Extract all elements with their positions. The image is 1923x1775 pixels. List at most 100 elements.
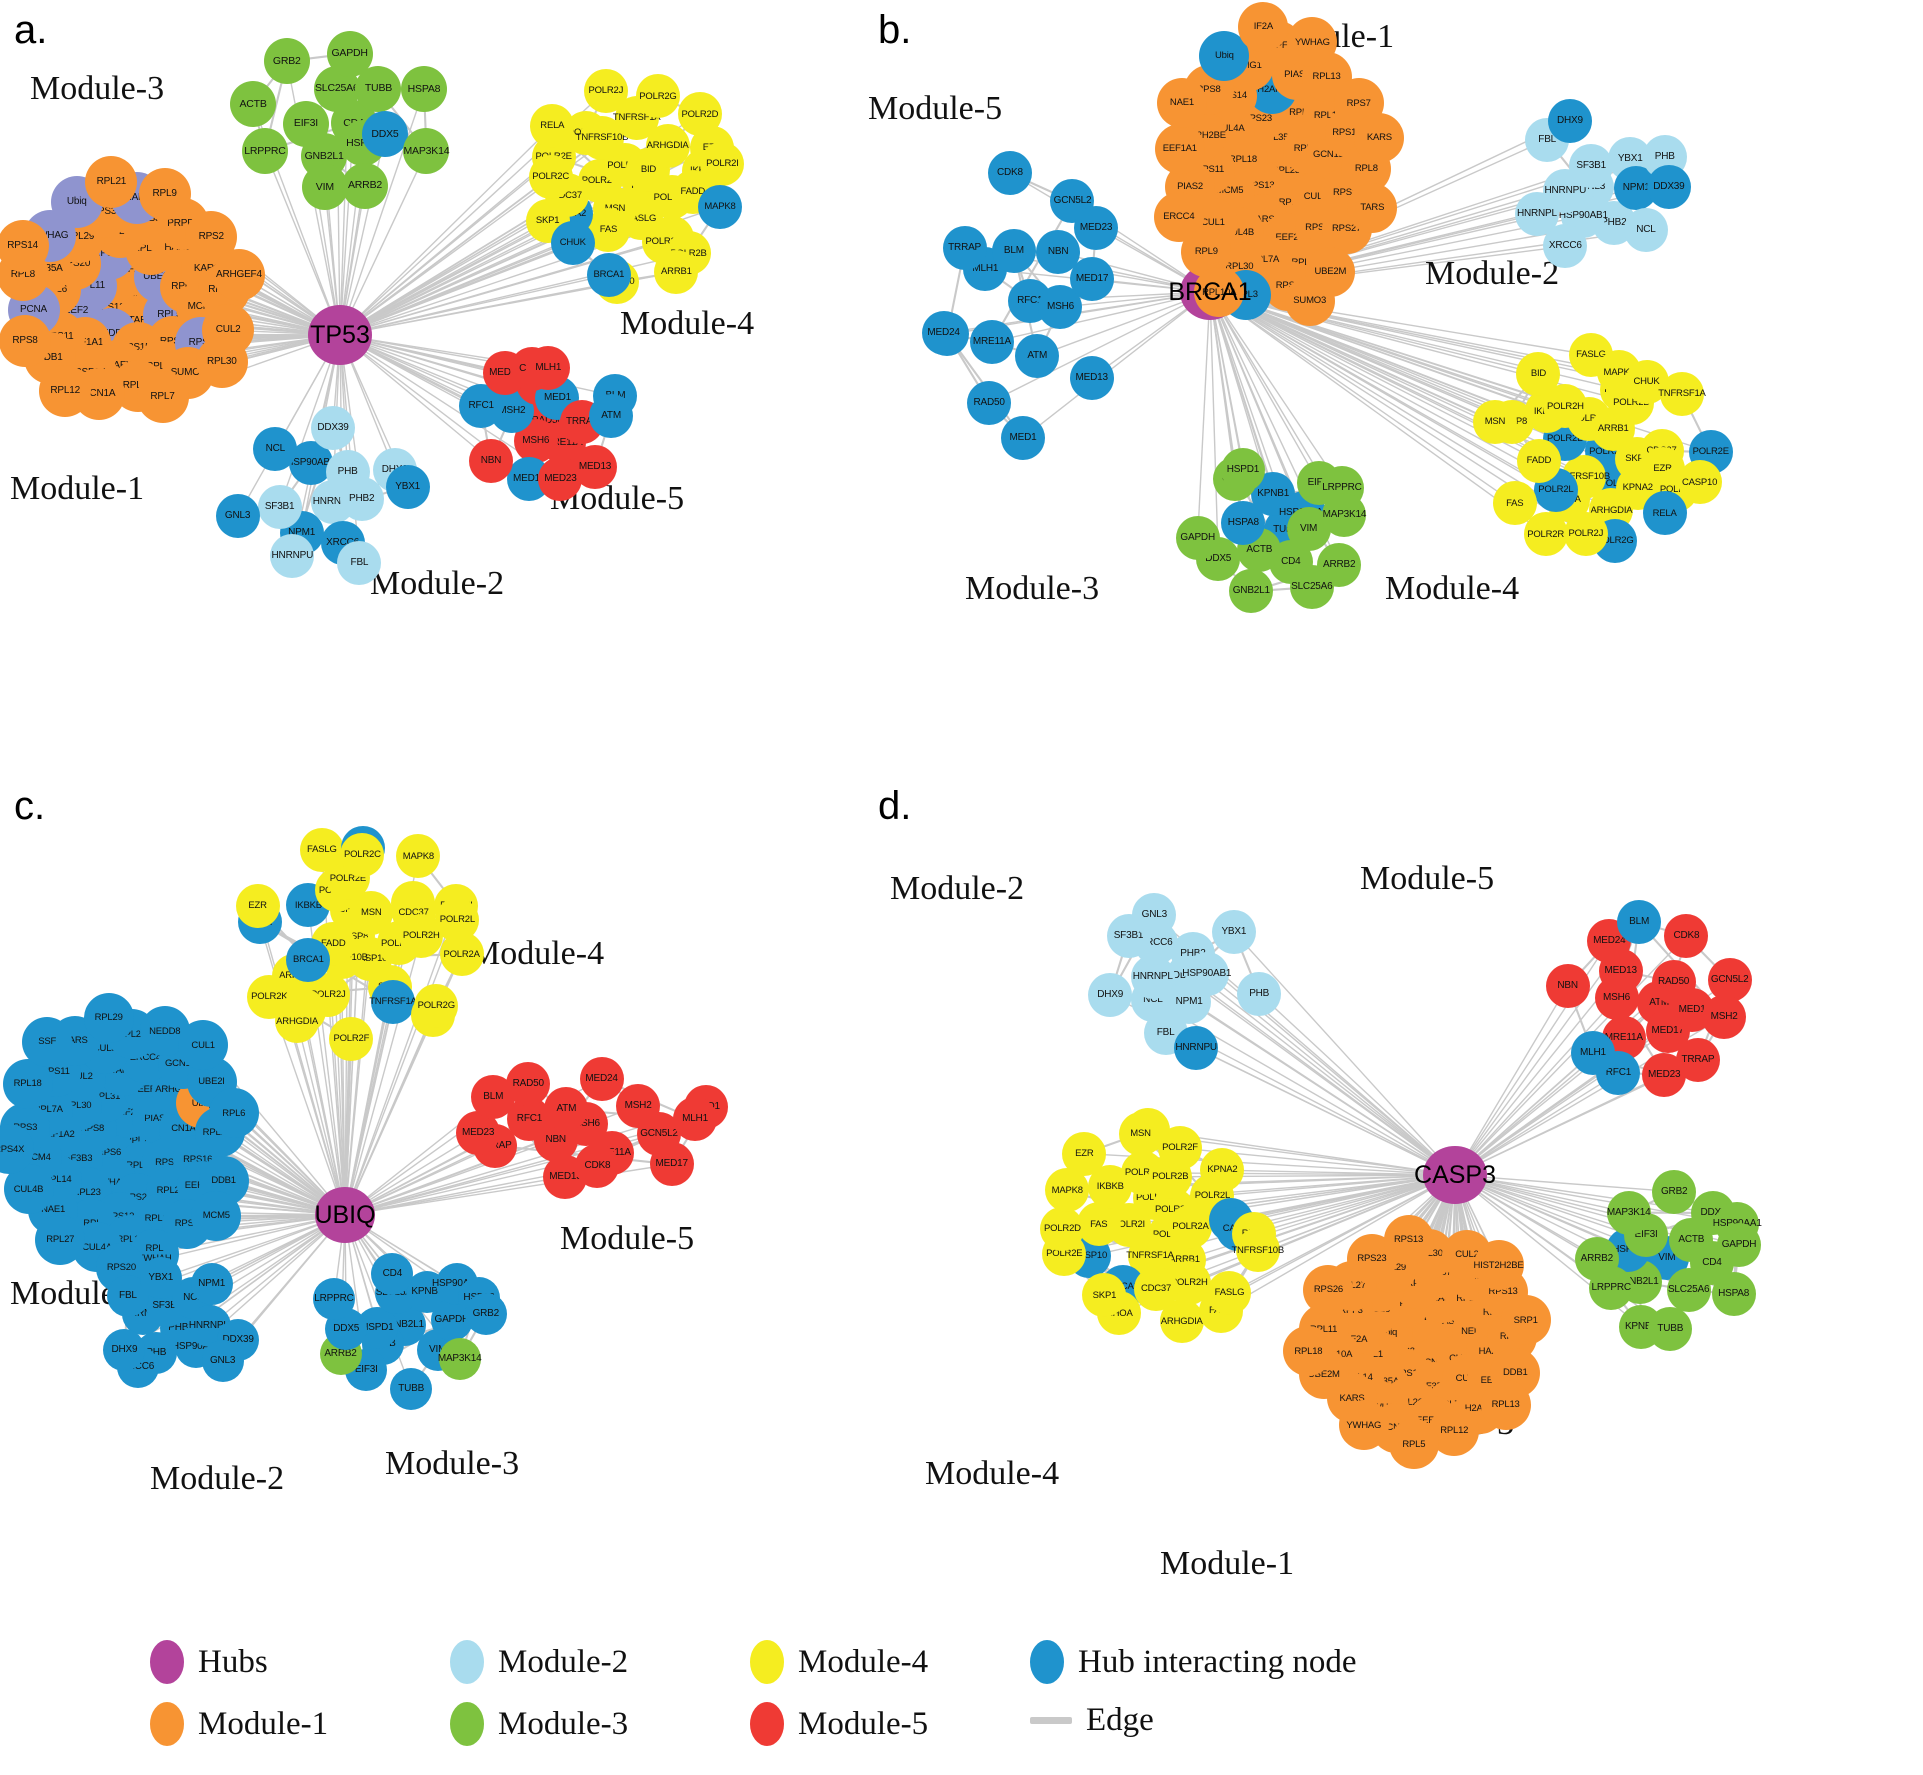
network-node[interactable]: SRP1 xyxy=(1500,1295,1551,1346)
network-node[interactable]: MSN xyxy=(1472,399,1517,444)
network-node[interactable]: VIM xyxy=(301,164,348,211)
network-node[interactable]: BID xyxy=(1516,351,1561,396)
network-node[interactable]: RELA xyxy=(1642,491,1687,536)
network-node[interactable]: GAPDH xyxy=(1716,1222,1761,1267)
network-node[interactable]: MED23 xyxy=(538,456,583,501)
network-node[interactable]: MRE11A xyxy=(969,319,1014,364)
network-node[interactable]: DDX39 xyxy=(1646,164,1691,209)
network-node[interactable]: GRB2 xyxy=(263,38,310,85)
network-node[interactable]: DDX39 xyxy=(310,405,355,450)
network-node[interactable]: POLR2F xyxy=(1158,1126,1203,1171)
network-node[interactable]: RPS14 xyxy=(0,219,49,272)
network-node[interactable]: POLR2F xyxy=(329,1016,374,1061)
network-node[interactable]: TNFRSF1A xyxy=(369,979,417,1024)
network-node[interactable]: YBX1 xyxy=(139,1257,182,1300)
network-node[interactable]: SF3B1 xyxy=(257,484,302,529)
network-node[interactable]: MED23 xyxy=(1074,205,1119,250)
network-node[interactable]: GRB2 xyxy=(464,1292,507,1335)
network-node[interactable]: POLR2G xyxy=(414,983,459,1028)
network-node[interactable]: BLM xyxy=(991,228,1036,273)
network-node[interactable]: ARHGDIA xyxy=(1159,1299,1204,1344)
network-node[interactable]: RPL27 xyxy=(35,1214,86,1265)
network-node[interactable]: POLR2J xyxy=(583,68,628,113)
network-node[interactable]: PHB xyxy=(1237,971,1282,1016)
network-node[interactable]: GAPDH xyxy=(1175,516,1220,561)
network-node[interactable]: RPL5 xyxy=(1388,1419,1439,1470)
network-node[interactable]: HNRNPU xyxy=(1174,1025,1219,1070)
network-node[interactable]: GNL3 xyxy=(215,494,260,539)
network-node[interactable]: RAD50 xyxy=(506,1061,551,1106)
network-node[interactable]: MSH2 xyxy=(1702,994,1747,1039)
network-node[interactable]: MED17 xyxy=(1070,256,1115,301)
network-node[interactable]: NBN xyxy=(468,438,513,483)
network-node[interactable]: MAPK8 xyxy=(698,184,742,229)
network-node[interactable]: RAD50 xyxy=(967,380,1012,425)
hub-node[interactable]: UBIQ xyxy=(314,1187,376,1243)
network-node[interactable]: RPL30 xyxy=(195,336,248,388)
network-node[interactable]: LRPPRC xyxy=(241,127,288,174)
network-node[interactable]: HNRNPL xyxy=(1514,192,1559,237)
network-node[interactable]: MAP3K14 xyxy=(1606,1190,1651,1235)
network-node[interactable]: MSN xyxy=(1118,1111,1163,1156)
network-node[interactable]: YBX1 xyxy=(385,465,430,510)
network-node[interactable]: GAPDH xyxy=(326,30,373,77)
network-node[interactable]: SSF xyxy=(22,1016,73,1067)
network-node[interactable]: RPS13 xyxy=(1383,1215,1434,1266)
network-node[interactable]: MAP3K14 xyxy=(438,1338,482,1381)
network-node[interactable]: ARRB2 xyxy=(1574,1237,1619,1282)
network-node[interactable]: FASLG xyxy=(299,827,344,872)
hub-node[interactable]: TP53 xyxy=(308,305,372,365)
network-node[interactable]: SLC25A6 xyxy=(1289,565,1334,610)
network-node[interactable]: HSPD1 xyxy=(1220,447,1265,492)
network-node[interactable]: NAE1 xyxy=(1156,77,1207,128)
network-node[interactable]: TNFRSF1A xyxy=(1658,371,1706,416)
network-node[interactable]: ARHGEF4 xyxy=(212,249,265,302)
network-node[interactable]: NPM1 xyxy=(190,1262,233,1305)
network-node[interactable]: YBX1 xyxy=(1211,910,1256,955)
network-node[interactable]: CASP10 xyxy=(1677,460,1722,505)
network-node[interactable]: MED24 xyxy=(579,1057,624,1102)
network-node[interactable]: MED23 xyxy=(1642,1052,1687,1097)
network-node[interactable]: TNFRSF10B xyxy=(1231,1228,1284,1273)
network-node[interactable]: MED1 xyxy=(1001,416,1046,461)
network-node[interactable]: ARRB2 xyxy=(342,162,389,209)
network-node[interactable]: RPL13 xyxy=(1480,1379,1531,1430)
network-node[interactable]: HIST2H2BE xyxy=(1473,1240,1524,1291)
network-node[interactable]: TARS xyxy=(1347,182,1398,233)
network-node[interactable]: HSP90AB1 xyxy=(1182,951,1231,996)
network-node[interactable]: KARS xyxy=(1354,112,1405,163)
network-node[interactable]: ATM xyxy=(589,394,634,439)
network-node[interactable]: EZR xyxy=(1062,1131,1107,1176)
network-node[interactable]: POLR2R xyxy=(1523,512,1568,557)
network-node[interactable]: DHX9 xyxy=(103,1328,146,1371)
network-node[interactable]: EIF3I xyxy=(282,100,329,147)
network-node[interactable]: MLH1 xyxy=(526,345,571,390)
hub-node[interactable]: CASP3 xyxy=(1414,1146,1496,1204)
network-node[interactable]: RPL6 xyxy=(208,1088,259,1139)
network-node[interactable]: POLR2C xyxy=(528,154,573,199)
network-node[interactable]: IF2A xyxy=(1238,1,1289,52)
network-node[interactable]: POLR2A xyxy=(439,932,484,977)
network-node[interactable]: MLH1 xyxy=(1570,1030,1615,1075)
network-node[interactable]: RPS8 xyxy=(0,314,51,367)
network-node[interactable]: MED24 xyxy=(921,311,966,356)
network-node[interactable]: POLR2J xyxy=(1563,512,1608,557)
network-node[interactable]: FADD xyxy=(1516,438,1561,483)
network-node[interactable]: TUBB xyxy=(390,1367,433,1410)
network-node[interactable]: ERCC4 xyxy=(1153,192,1204,243)
network-node[interactable]: TRRAP xyxy=(942,226,987,271)
network-node[interactable]: RPL7 xyxy=(136,371,189,424)
network-node[interactable]: NBN xyxy=(1545,964,1590,1009)
network-node[interactable]: HSPA8 xyxy=(1711,1271,1756,1316)
network-node[interactable]: GRB2 xyxy=(1652,1169,1697,1214)
network-node[interactable]: SUMO3 xyxy=(1284,275,1335,326)
network-node[interactable]: CHUK xyxy=(550,221,595,266)
network-node[interactable]: RPL29 xyxy=(83,992,134,1043)
network-node[interactable]: MED13 xyxy=(1069,355,1114,400)
network-node[interactable]: MCM5 xyxy=(191,1190,242,1241)
network-node[interactable]: DHX9 xyxy=(1547,98,1592,143)
network-node[interactable]: DHX9 xyxy=(1088,972,1133,1017)
network-node[interactable]: CDK8 xyxy=(987,151,1032,196)
network-node[interactable]: HNRNPU xyxy=(270,533,315,578)
network-node[interactable]: BRCA1 xyxy=(586,252,631,297)
